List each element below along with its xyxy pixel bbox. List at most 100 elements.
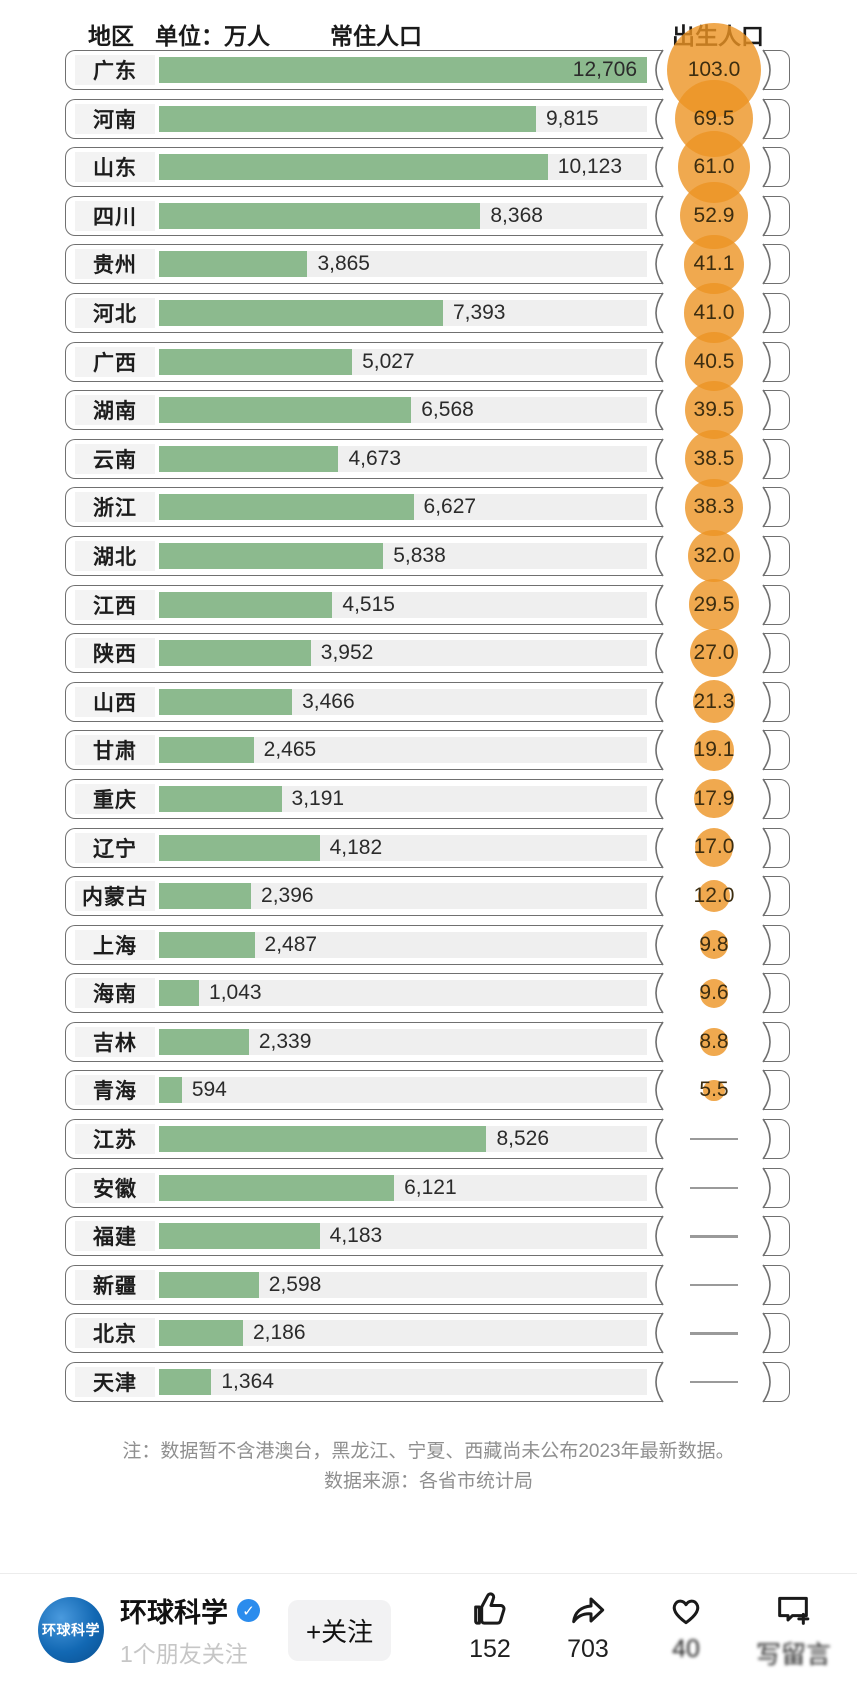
bar-track: [159, 688, 647, 715]
resident-population-bar: [159, 1126, 487, 1153]
share-count: 703: [567, 1634, 609, 1663]
birth-missing-dash: [690, 1283, 738, 1287]
birth-missing-dash: [690, 1138, 738, 1141]
row-edge-curve-icon: [655, 438, 664, 480]
chart-row: 云南 4,673 38.5: [65, 430, 800, 488]
bar-track: [159, 785, 647, 812]
avatar-text: 环球科学: [42, 1622, 100, 1638]
bar-track: [159, 640, 647, 667]
row-edge-curve-icon: [762, 681, 771, 723]
province-label: 湖北: [75, 540, 155, 571]
like-button[interactable]: 152: [462, 1590, 518, 1664]
chart-row: 辽宁 4,182 17.0: [65, 827, 800, 868]
row-edge-curve-icon: [655, 98, 664, 140]
province-label: 湖南: [75, 395, 155, 426]
favorite-button[interactable]: 40: [658, 1590, 714, 1664]
chart-row: 广西 5,027 40.5: [65, 332, 800, 392]
chart-row: 贵州 3,865 41.1: [65, 234, 800, 295]
avatar[interactable]: 环球科学: [38, 1597, 104, 1663]
row-edge-curve-icon: [655, 972, 664, 1014]
resident-population-value: 6,568: [421, 398, 474, 422]
row-edge-curve-icon: [655, 341, 664, 383]
row-edge-curve-icon: [655, 1312, 664, 1354]
province-label: 辽宁: [75, 832, 155, 863]
resident-population-value: 6,121: [404, 1175, 457, 1199]
birth-population-circle: 5.5: [699, 1078, 729, 1102]
resident-population-bar: [159, 542, 384, 569]
chart-row: 山西 3,466 21.3: [65, 680, 800, 724]
province-label: 江西: [75, 589, 155, 620]
chart-row: 海南 1,043 9.6: [65, 972, 800, 1014]
bar-track: [159, 251, 647, 278]
bar-track: [159, 542, 647, 569]
resident-population-value: 3,865: [317, 252, 370, 276]
resident-population-value: 2,598: [268, 1272, 322, 1296]
bar-track: [159, 591, 647, 618]
resident-population-bar: [159, 445, 339, 472]
province-label: 重庆: [75, 783, 155, 814]
chart-row: 陕西 3,952 27.0: [65, 629, 800, 678]
resident-population-bar: [159, 1028, 249, 1055]
resident-population-value: 6,627: [423, 495, 477, 519]
bar-track: [159, 1028, 647, 1055]
province-label: 吉林: [75, 1026, 155, 1057]
province-label: 河北: [75, 297, 155, 328]
comment-label: 写留言: [755, 1640, 831, 1669]
resident-population-bar: [159, 688, 293, 715]
chart-row: 江苏 8,526: [65, 1118, 800, 1160]
birth-missing-dash: [690, 1381, 738, 1384]
resident-population-bar: [159, 980, 200, 1007]
chart-row: 山东 10,123 61.0: [65, 131, 800, 204]
row-edge-curve-icon: [655, 1264, 664, 1306]
row-edge-curve-icon: [762, 729, 771, 771]
row-edge-curve-icon: [762, 49, 771, 91]
bar-track: [159, 1223, 647, 1250]
province-label: 陕西: [75, 638, 155, 669]
row-edge-curve-icon: [655, 486, 664, 528]
row-edge-curve-icon: [655, 584, 664, 625]
bar-track: [159, 1126, 647, 1153]
chart-row: 甘肃 2,465 19.1: [65, 729, 800, 771]
bar-track: [159, 57, 647, 83]
bar-track: [159, 348, 647, 375]
row-edge-curve-icon: [762, 195, 771, 237]
province-label: 新疆: [75, 1269, 155, 1300]
resident-population-value: 8,368: [490, 203, 543, 227]
row-edge-curve-icon: [762, 632, 771, 674]
chart-row: 广东 12,706 103.0: [65, 23, 800, 117]
follow-button[interactable]: +关注: [288, 1599, 392, 1661]
bar-track: [159, 931, 647, 958]
birth-population-circle: 19.1: [694, 730, 734, 771]
resident-population-value: 12,706: [572, 58, 637, 81]
comment-button[interactable]: 写留言: [756, 1590, 831, 1671]
resident-population-value: 2,465: [263, 738, 317, 762]
birth-missing-dash: [690, 1186, 738, 1190]
bar-track: [159, 1369, 647, 1396]
resident-population-value: 2,339: [258, 1029, 312, 1053]
row-edge-curve-icon: [762, 1021, 771, 1063]
resident-population-bar: [159, 1077, 182, 1104]
header-resident-population: 常住人口: [330, 23, 422, 49]
resident-population-bar: [159, 57, 647, 83]
province-label: 安徽: [75, 1172, 155, 1203]
row-edge-curve-icon: [655, 924, 664, 966]
chart-row: 福建 4,183: [65, 1215, 800, 1257]
row-edge-curve-icon: [762, 1264, 771, 1306]
resident-population-value: 3,466: [302, 689, 355, 713]
row-edge-curve-icon: [655, 535, 664, 577]
chart-row: 北京 2,186: [65, 1312, 800, 1354]
share-button[interactable]: 703: [560, 1590, 616, 1664]
row-edge-curve-icon: [655, 1167, 664, 1209]
row-edge-curve-icon: [655, 292, 664, 334]
row-edge-curve-icon: [762, 438, 771, 480]
birth-missing-dash: [690, 1235, 738, 1238]
bar-track: [159, 1077, 647, 1104]
row-edge-curve-icon: [762, 1215, 771, 1257]
province-label: 山西: [75, 686, 155, 717]
account-name[interactable]: 环球科学: [120, 1598, 228, 1628]
chart-row: 湖南 6,568 39.5: [65, 381, 800, 440]
birth-population-circle: 12.0: [694, 880, 734, 913]
row-edge-curve-icon: [655, 827, 664, 868]
chart-row: 重庆 3,191 17.9: [65, 778, 800, 820]
row-edge-curve-icon: [762, 535, 771, 577]
